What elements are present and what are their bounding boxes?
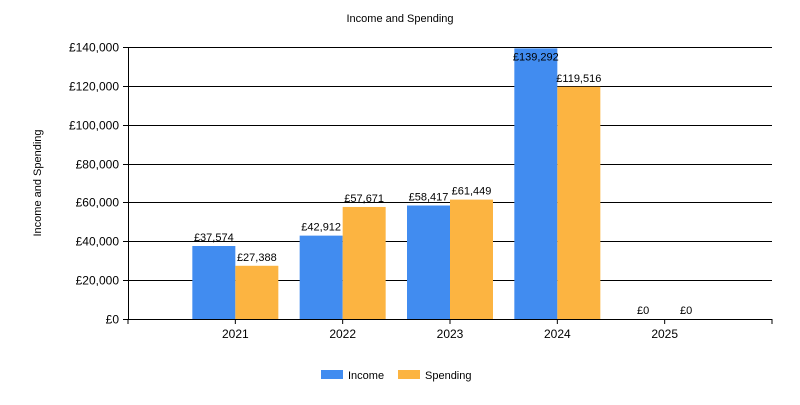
legend-swatch-income — [321, 370, 343, 379]
data-label: £58,417 — [409, 192, 449, 204]
bar-income — [514, 48, 558, 319]
bar-spending — [342, 206, 386, 319]
bar-spending — [557, 86, 601, 319]
data-label: £139,292 — [513, 51, 559, 63]
y-tick-label: £80,000 — [76, 158, 120, 172]
y-tick-label: £0 — [106, 313, 120, 327]
data-label: £0 — [680, 305, 692, 317]
x-tick-label: 2021 — [222, 327, 249, 341]
x-tick-label: 2025 — [651, 327, 678, 341]
x-tick-label: 2022 — [329, 327, 356, 341]
x-tick-label: 2024 — [544, 327, 571, 341]
bar-spending — [235, 265, 279, 319]
y-tick-label: £140,000 — [69, 41, 119, 55]
chart-title: Income and Spending — [346, 13, 453, 25]
data-label: £27,388 — [237, 252, 277, 264]
legend-label-income: Income — [348, 370, 384, 382]
y-tick-label: £40,000 — [76, 235, 120, 249]
data-label: £37,574 — [194, 232, 234, 244]
x-tick-label: 2023 — [437, 327, 464, 341]
bar-income — [192, 245, 236, 319]
y-tick-label: £100,000 — [69, 119, 119, 133]
y-tick-label: £120,000 — [69, 80, 119, 94]
y-axis-label: Income and Spending — [32, 129, 44, 236]
data-label: £0 — [637, 305, 649, 317]
legend-swatch-spending — [398, 370, 420, 379]
bar-spending — [450, 199, 493, 319]
bar-income — [299, 235, 343, 319]
bar-income — [407, 205, 450, 319]
data-label: £57,671 — [344, 193, 384, 205]
data-label: £119,516 — [556, 73, 601, 85]
y-tick-label: £60,000 — [76, 196, 120, 210]
data-label: £42,912 — [301, 222, 341, 234]
y-tick-label: £20,000 — [76, 274, 120, 288]
data-label: £61,449 — [452, 186, 492, 198]
legend-label-spending: Spending — [425, 370, 472, 382]
